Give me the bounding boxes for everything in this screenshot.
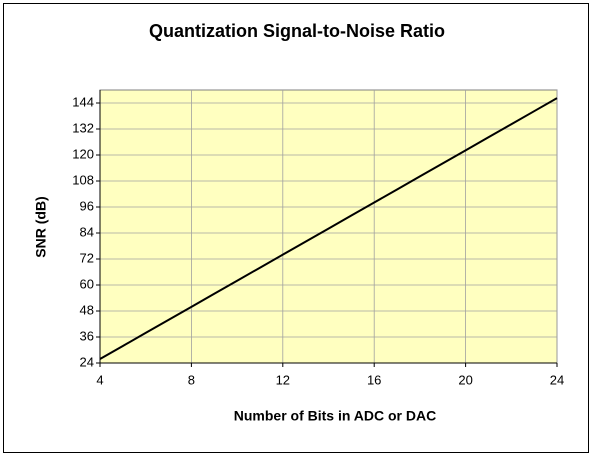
x-tick-label: 8 — [188, 372, 195, 387]
y-tick-label: 108 — [72, 172, 94, 187]
y-axis-label: SNR (dB) — [33, 196, 49, 257]
x-tick-label: 12 — [276, 372, 290, 387]
y-tick-label: 120 — [72, 146, 94, 161]
x-tick-label: 16 — [367, 372, 381, 387]
data-line — [99, 97, 558, 360]
y-tick-label: 48 — [80, 302, 94, 317]
y-tick-label: 96 — [80, 198, 94, 213]
y-tick-label: 60 — [80, 276, 94, 291]
y-tick-label: 144 — [72, 94, 94, 109]
x-tick-label: 24 — [550, 372, 564, 387]
y-tick-label: 72 — [80, 250, 94, 265]
x-tick-label: 4 — [96, 372, 103, 387]
plot-area — [99, 89, 558, 364]
y-tick-label: 84 — [80, 224, 94, 239]
x-tick-label: 20 — [458, 372, 472, 387]
chart-title: Quantization Signal-to-Noise Ratio — [149, 21, 445, 41]
y-tick-label: 24 — [80, 354, 94, 369]
y-tick-label: 36 — [80, 328, 94, 343]
x-axis-label: Number of Bits in ADC or DAC — [234, 408, 436, 424]
y-tick-label: 132 — [72, 120, 94, 135]
